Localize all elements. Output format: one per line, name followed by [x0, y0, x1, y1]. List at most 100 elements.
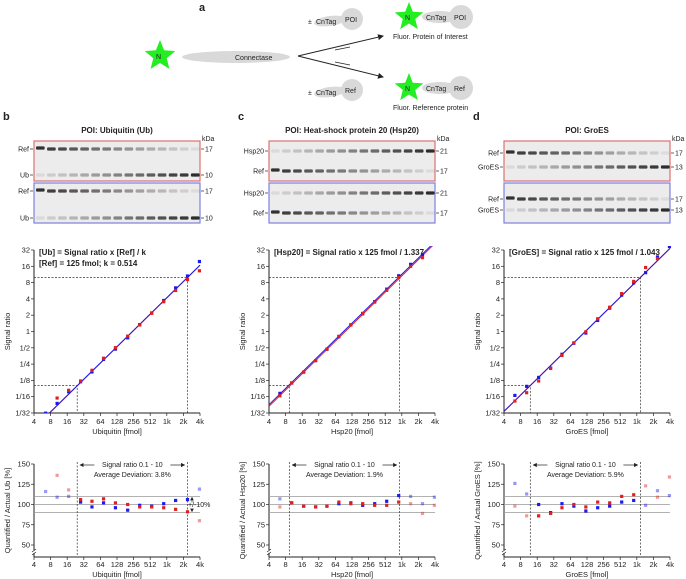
gel-band — [583, 151, 593, 155]
gel-band — [157, 173, 167, 177]
ref-shape — [449, 76, 473, 100]
data-point-blue — [79, 500, 83, 504]
data-point-blue — [373, 502, 377, 506]
x-tick-label: 4k — [196, 560, 204, 569]
gel-band — [627, 151, 637, 155]
x-tick-label: 64 — [566, 560, 574, 569]
lower-bound-guide — [269, 385, 290, 413]
gel-band — [561, 197, 570, 201]
poi-label: POI — [454, 15, 466, 22]
x-tick-label: 2k — [179, 417, 187, 426]
gel-band — [403, 149, 413, 153]
y-axis-label: Signal ratio — [3, 313, 12, 351]
data-point-red — [667, 475, 672, 479]
gel-band — [91, 147, 100, 151]
panel-letter-b: b — [3, 111, 10, 123]
data-point-red — [373, 300, 377, 304]
gel-band — [47, 189, 56, 193]
gel-band — [506, 196, 515, 200]
data-point-red — [290, 381, 294, 385]
x-axis-label: GroES [fmol] — [566, 427, 609, 436]
data-point-red — [138, 323, 142, 327]
data-point-red — [584, 330, 588, 334]
data-point-red — [433, 242, 436, 245]
gel-band — [348, 169, 358, 173]
gel-band — [528, 197, 537, 201]
gel-band — [414, 149, 424, 153]
y-tick-label: 100 — [487, 500, 500, 509]
data-point-red — [409, 502, 413, 506]
data-point-red — [162, 506, 166, 510]
gel-band — [58, 147, 67, 151]
x-tick-label: 8 — [284, 417, 288, 426]
data-point-blue — [55, 495, 59, 499]
data-point-red — [644, 265, 648, 270]
gel-band — [135, 189, 145, 193]
x-tick-label: 256 — [597, 417, 610, 426]
gel-band — [293, 149, 302, 153]
kda-label: kDa — [437, 136, 450, 143]
gel-band — [304, 149, 313, 153]
x-tick-label: 4 — [502, 560, 506, 569]
gel-band — [124, 189, 134, 193]
y-tick-label: 1/4 — [20, 360, 30, 369]
y-tick-label: 2 — [496, 311, 500, 320]
y-tick-label: 16 — [492, 262, 500, 271]
data-point-red — [126, 334, 130, 338]
y-axis-label: Quantified / Actual Ub [%] — [3, 468, 12, 553]
plot-marks — [504, 246, 672, 412]
data-point-red — [513, 504, 517, 508]
gel-band — [594, 151, 604, 155]
y-tick-label: 125 — [17, 480, 30, 489]
gel-band — [69, 216, 78, 220]
x-tick-label: 64 — [331, 560, 339, 569]
data-point-blue — [513, 393, 517, 398]
plot-marks — [269, 242, 436, 407]
kda-label: kDa — [202, 136, 215, 143]
gel-frame — [503, 140, 671, 182]
data-point-blue — [432, 495, 437, 499]
gel-row-label: Ref — [18, 147, 29, 154]
y-tick-label: 1 — [261, 327, 265, 336]
gel-band — [425, 211, 435, 215]
poi-label: POI — [345, 17, 357, 24]
data-point-blue — [278, 497, 282, 501]
gel-band — [605, 197, 615, 201]
y-tick-label: 4 — [26, 294, 30, 303]
data-point-red — [113, 501, 118, 505]
gel-band — [359, 191, 369, 195]
gel-band — [359, 211, 369, 215]
gel-band — [517, 208, 526, 212]
gel-band — [359, 169, 369, 173]
gel-mw-label: 17 — [675, 197, 683, 204]
data-point-blue — [596, 506, 600, 510]
data-point-red — [432, 503, 437, 507]
y-axis-label: Quantified / Actual GroES [%] — [473, 461, 482, 559]
gel-band — [69, 147, 78, 151]
gel-band — [381, 149, 391, 153]
gel-blot-red: Hsp20 21 Ref 17 — [244, 140, 448, 182]
gel-band — [168, 189, 178, 193]
gel-band — [315, 149, 324, 153]
gel-mw-label: 13 — [675, 165, 683, 172]
gel-band — [102, 216, 112, 220]
y-axis-label: Signal ratio — [238, 313, 247, 351]
x-tick-label: 128 — [111, 417, 124, 426]
gel-band — [392, 149, 402, 153]
reaction-arrow-bottom — [297, 55, 384, 79]
gel-band — [403, 169, 413, 173]
gel-band — [370, 191, 380, 195]
x-tick-label: 128 — [111, 560, 124, 569]
x-tick-label: 256 — [362, 417, 375, 426]
star-label: N — [405, 15, 410, 22]
data-point-blue — [655, 255, 660, 259]
gel-band — [605, 165, 615, 169]
data-point-red — [655, 495, 660, 499]
data-point-red — [584, 505, 588, 509]
panel-letter-d: d — [473, 111, 480, 123]
x-tick-label: 8 — [519, 560, 523, 569]
data-point-blue — [162, 502, 166, 506]
gel-band — [649, 197, 659, 201]
gel-band — [572, 151, 582, 155]
